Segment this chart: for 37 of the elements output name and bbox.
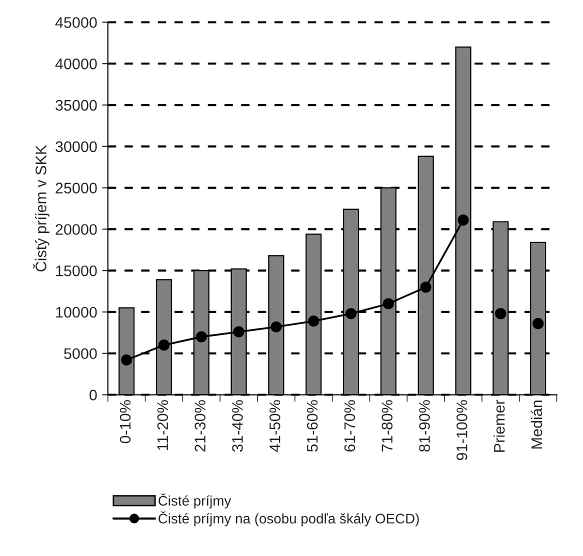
x-tick-label: 51-60%: [306, 400, 318, 452]
y-tick-label: 0: [90, 390, 97, 400]
point: [495, 308, 506, 320]
point: [345, 308, 357, 320]
x-tick-label: 91-100%: [456, 400, 468, 460]
point: [196, 331, 207, 342]
x-tick-label: 31-40%: [232, 400, 243, 452]
y-tick-label: 30000: [56, 141, 97, 152]
legend-label: Čisté príjmy na (osobu podľa škály OECD): [158, 511, 419, 526]
point: [308, 316, 320, 327]
point: [158, 340, 170, 351]
point: [382, 298, 394, 310]
x-tick-label: 21-30%: [194, 400, 206, 452]
y-tick-label: 5000: [64, 348, 97, 360]
y-axis-title: Čistý príjem v SKK: [32, 145, 50, 272]
x-tick-label: 11-20%: [157, 400, 168, 450]
x-tick-label: Medián: [530, 400, 542, 448]
x-tick-label: 71-80%: [382, 400, 393, 452]
point: [233, 326, 244, 338]
x-tick-label: 61-70%: [344, 400, 356, 452]
x-tick-label: Priemer: [494, 400, 505, 452]
x-tick-label: 0-10%: [120, 400, 131, 444]
y-tick-label: 35000: [56, 100, 97, 111]
y-tick-label: 15000: [56, 265, 97, 276]
y-tick-label: 40000: [55, 58, 97, 70]
y-tick-label: 20000: [56, 224, 97, 235]
y-tick-label: 25000: [56, 182, 97, 194]
y-tick-label: 10000: [56, 306, 97, 318]
x-tick-label: 81-90%: [419, 400, 430, 452]
point: [420, 282, 432, 293]
legend-label: Čisté príjmy: [158, 493, 232, 508]
point: [121, 354, 132, 366]
x-tick-label: 41-50%: [269, 400, 280, 452]
point: [270, 321, 282, 332]
y-tick-label: 45000: [55, 17, 97, 28]
point: [458, 214, 469, 226]
point: [532, 318, 544, 330]
